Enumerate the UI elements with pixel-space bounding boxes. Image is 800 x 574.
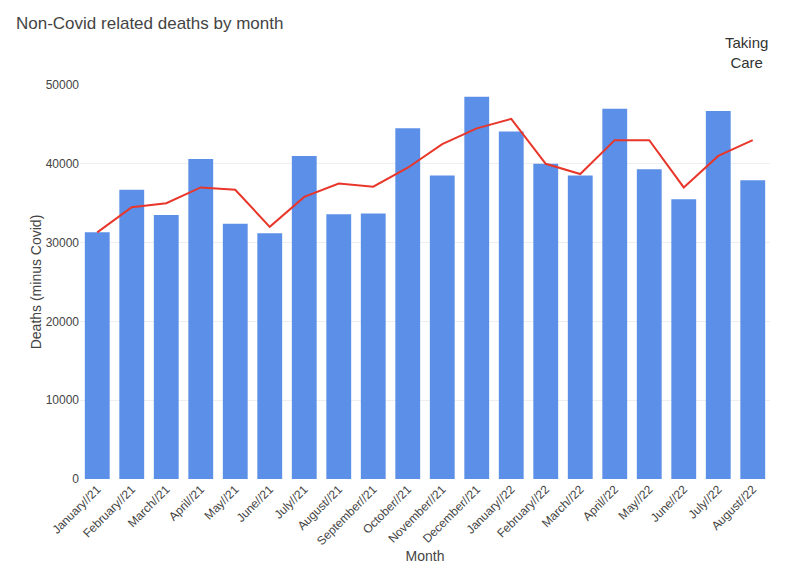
svg-text:Month: Month	[406, 548, 445, 564]
svg-text:October//21: October//21	[360, 482, 414, 536]
svg-text:May//22: May//22	[616, 482, 656, 522]
svg-text:June//21: June//21	[234, 482, 277, 525]
svg-text:May//21: May//21	[202, 482, 242, 522]
svg-text:30000: 30000	[46, 236, 80, 250]
svg-text:40000: 40000	[46, 157, 80, 171]
svg-text:10000: 10000	[46, 393, 80, 407]
svg-text:Non-Covid related deaths by mo: Non-Covid related deaths by month	[16, 14, 283, 33]
svg-text:TakingCare: TakingCare	[725, 34, 768, 71]
svg-text:March//21: March//21	[125, 482, 173, 530]
svg-text:July//22: July//22	[685, 482, 724, 521]
svg-text:September//21: September//21	[314, 482, 380, 548]
svg-text:December//21: December//21	[420, 482, 483, 545]
svg-text:July//21: July//21	[271, 482, 310, 521]
svg-text:0: 0	[72, 472, 79, 486]
svg-text:January//21: January//21	[49, 482, 103, 536]
svg-text:August//21: August//21	[295, 482, 346, 533]
svg-text:April//21: April//21	[166, 482, 207, 523]
svg-text:August//22: August//22	[709, 482, 760, 533]
svg-text:November//21: November//21	[385, 482, 448, 545]
svg-text:April//22: April//22	[580, 482, 621, 523]
svg-text:March//22: March//22	[539, 482, 587, 530]
svg-text:January//22: January//22	[463, 482, 517, 536]
svg-text:20000: 20000	[46, 315, 80, 329]
svg-text:February//21: February//21	[80, 482, 138, 540]
svg-text:Deaths (minus Covid): Deaths (minus Covid)	[28, 215, 44, 350]
svg-text:50000: 50000	[46, 78, 80, 92]
svg-text:February//22: February//22	[494, 482, 552, 540]
svg-text:June//22: June//22	[648, 482, 691, 525]
